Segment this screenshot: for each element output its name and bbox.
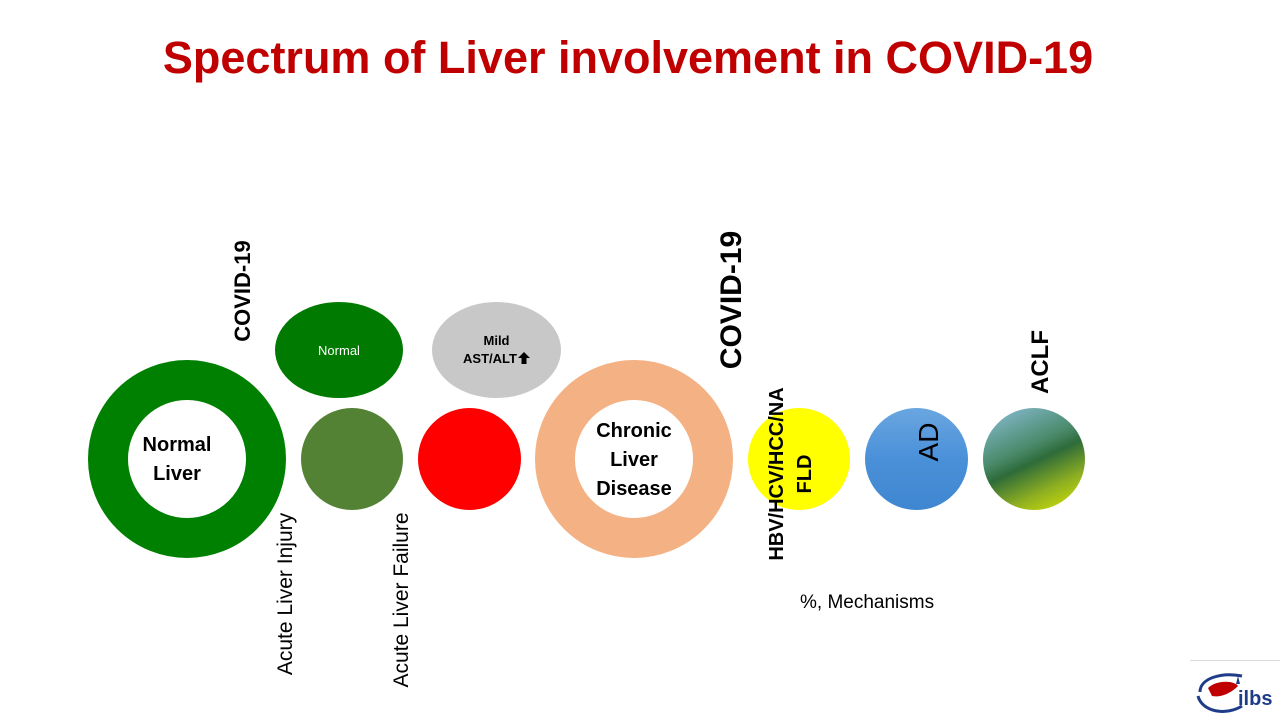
ad-circle [865, 408, 968, 510]
normal-liver-line2: Liver [153, 463, 201, 485]
mild-line1: Mild [483, 333, 510, 348]
logo-divider [1190, 660, 1280, 661]
slide-title: Spectrum of Liver involvement in COVID-1… [162, 32, 1094, 83]
logo-text: ilbs [1238, 688, 1273, 710]
acute-liver-injury-circle [301, 408, 403, 510]
aclf-label: ACLF [1027, 330, 1054, 394]
liver-logo-icon [1196, 673, 1243, 713]
covid-label-left: COVID-19 [230, 240, 255, 342]
ilbs-logo: ilbs [1192, 666, 1278, 718]
arrow-up-icon [517, 352, 530, 364]
etiology-line2: FLD [794, 454, 816, 494]
mild-line2: AST/ALT [463, 350, 530, 368]
chronic-line2: Liver [610, 448, 658, 471]
ad-label: AD [913, 422, 944, 462]
mild-line2-text: AST/ALT [463, 351, 517, 366]
normal-liver-line1: Normal [142, 434, 212, 456]
etiology-label: HBV/HCV/HCC/NA FLD [763, 371, 819, 577]
chronic-liver-disease-label: Chronic Liver Disease [574, 416, 694, 504]
etiology-line1: HBV/HCV/HCC/NA [766, 387, 788, 561]
aclf-circle [983, 408, 1085, 510]
mechanisms-label: %, Mechanisms [800, 592, 935, 613]
etiology-circle [748, 408, 850, 510]
mild-ellipse: Mild AST/ALT [432, 302, 561, 398]
covid-label-right: COVID-19 [715, 230, 748, 370]
acute-liver-failure-label: Acute Liver Failure [390, 512, 413, 688]
chronic-line3: Disease [596, 477, 672, 500]
normal-liver-label: Normal Liver [118, 430, 236, 490]
normal-ellipse-label: Normal [318, 342, 360, 358]
normal-ellipse: Normal [275, 302, 403, 398]
acute-liver-failure-circle [418, 408, 521, 510]
acute-liver-injury-label: Acute Liver Injury [274, 512, 297, 676]
chronic-line1: Chronic [596, 419, 672, 442]
